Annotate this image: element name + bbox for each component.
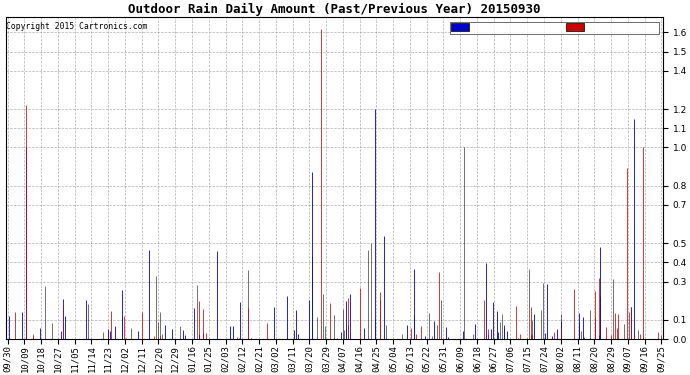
Title: Outdoor Rain Daily Amount (Past/Previous Year) 20150930: Outdoor Rain Daily Amount (Past/Previous… [128, 3, 541, 16]
Legend: Previous (Inches), Past (Inches): Previous (Inches), Past (Inches) [449, 21, 659, 34]
Text: Copyright 2015 Cartronics.com: Copyright 2015 Cartronics.com [6, 22, 148, 31]
